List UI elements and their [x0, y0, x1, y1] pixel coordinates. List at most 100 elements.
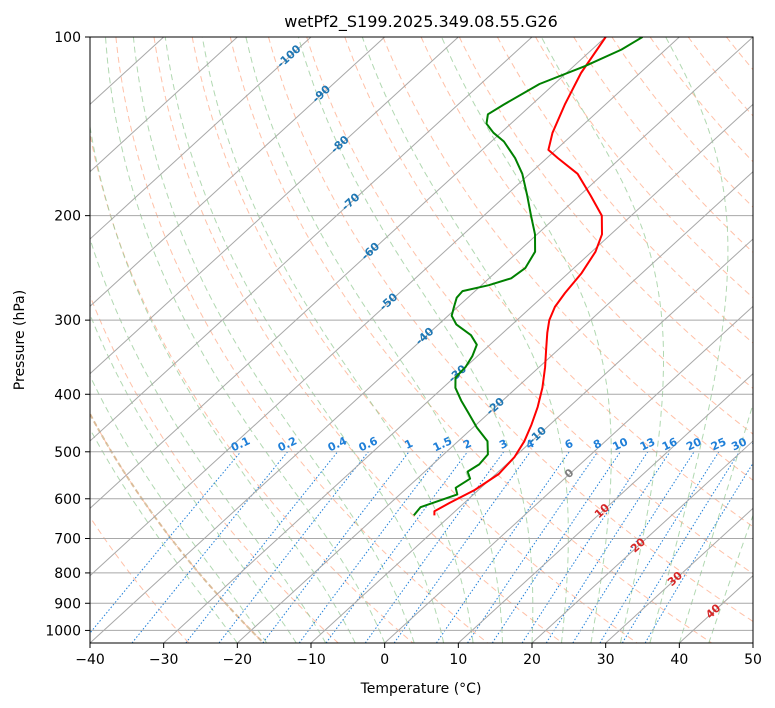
y-tick-label: 600 — [54, 492, 81, 508]
moist-adiabat-line — [201, 37, 474, 643]
dry-adiabat-line — [306, 37, 753, 575]
isobars — [90, 37, 753, 631]
isotherm-line — [236, 170, 753, 643]
mixing-ratio-line — [467, 451, 599, 643]
isotherm-line — [163, 103, 753, 643]
x-tick-label: 20 — [523, 652, 541, 668]
dry-adiabat-line — [115, 37, 488, 643]
dry-adiabat-line — [573, 37, 753, 254]
isotherm-line — [90, 37, 238, 173]
y-tick-label: 200 — [54, 209, 81, 225]
mixing-ratio-label: 10 — [611, 435, 631, 453]
mixing-ratio-label: 13 — [638, 435, 657, 453]
isotherm-line — [457, 372, 753, 643]
x-tick-label: 50 — [744, 652, 762, 668]
mixing-ratio-line — [644, 462, 753, 643]
isotherm-line — [90, 37, 312, 240]
mixing-ratio-label: 16 — [660, 435, 680, 453]
x-tick-label: −40 — [75, 652, 105, 668]
mixing-ratio-line — [621, 451, 740, 643]
dry-adiabat-line — [229, 37, 712, 643]
moist-adiabat-line — [164, 37, 445, 643]
mixing-ratio-line — [218, 451, 369, 643]
mixing-ratio-line — [90, 451, 242, 634]
dry-adiabat-line — [382, 37, 753, 481]
moist-adiabat-line — [649, 37, 729, 643]
isotherm-line — [531, 440, 753, 643]
sounding-series — [413, 37, 644, 517]
mixing-ratio-label: 25 — [709, 435, 728, 453]
x-axis-label: Temperature (°C) — [360, 681, 482, 697]
isotherm-line — [90, 37, 386, 308]
dry-adiabat-line — [153, 37, 563, 643]
x-tick-label: 10 — [449, 652, 467, 668]
mixing-ratio-line — [298, 451, 444, 643]
x-tick-label: 40 — [670, 652, 688, 668]
mixing-ratio-line — [491, 451, 621, 643]
plot-frame — [89, 36, 754, 644]
y-tick-label: 1000 — [45, 623, 81, 639]
dry-adiabats — [90, 37, 753, 643]
mixing-ratio-line — [572, 451, 695, 643]
dry-adiabat-line — [90, 516, 190, 643]
moist-adiabat-line — [105, 37, 386, 643]
moist-adiabat-line — [245, 37, 503, 643]
x-tick-label: 0 — [380, 652, 389, 668]
dry-adiabat-line — [344, 37, 753, 528]
x-tick-label: −10 — [296, 652, 326, 668]
temperature-line — [433, 37, 607, 516]
isotherm-line — [90, 37, 607, 510]
isotherm-line — [605, 507, 753, 643]
dewpoint-line — [413, 37, 644, 517]
y-tick-label: 300 — [54, 313, 81, 329]
isotherm-line — [90, 37, 459, 375]
moist-adiabat-line — [90, 123, 356, 643]
chart-title: wetPf2_S199.2025.349.08.55.G26 — [284, 12, 558, 32]
isotherm-line — [90, 37, 533, 442]
moist-adiabat-line — [90, 236, 327, 643]
moist-adiabat-line — [90, 374, 268, 643]
dry-adiabat-line — [420, 37, 753, 435]
mixing-ratio-line — [599, 451, 720, 643]
mixing-ratio-label: 36 — [750, 435, 770, 453]
dry-adiabat-line — [268, 37, 753, 623]
dry-adiabat-line — [191, 37, 638, 643]
y-tick-label: 800 — [54, 566, 81, 582]
y-axis-ticks: 100 200 300 400 500 600 700 800 900 1000 — [45, 30, 90, 639]
moist-adiabat-line — [297, 37, 534, 643]
y-tick-label: 100 — [54, 30, 81, 46]
y-tick-label: 900 — [54, 596, 81, 612]
y-tick-label: 500 — [54, 445, 81, 461]
x-axis-ticks: −40 −30 −20 −10 0 10 20 30 40 50 — [75, 643, 762, 668]
moist-adiabat-line — [361, 37, 569, 643]
moist-adiabat-line — [90, 428, 238, 643]
moist-adiabat-line — [90, 313, 297, 643]
mixing-ratio-line — [325, 451, 468, 643]
mixing-ratio-line — [435, 451, 570, 643]
lcl-curve — [90, 411, 265, 643]
moist-adiabat-line — [708, 513, 753, 643]
dry-adiabat-line — [90, 294, 339, 643]
y-tick-label: 400 — [54, 387, 81, 403]
moist-adiabat-line — [540, 37, 664, 643]
x-tick-label: −20 — [223, 652, 253, 668]
x-tick-label: −30 — [149, 652, 179, 668]
mixing-ratio-label: 30 — [729, 435, 749, 453]
mixing-ratio-line — [364, 451, 505, 643]
isotherm-line — [90, 37, 753, 643]
x-tick-label: 30 — [597, 652, 615, 668]
isotherms — [90, 37, 753, 643]
isotherm-line — [384, 305, 753, 643]
lcl-curve-line — [90, 411, 265, 643]
isotherm-line — [90, 37, 680, 577]
dry-adiabat-line — [90, 131, 414, 643]
y-tick-label: 700 — [54, 532, 81, 548]
moist-adiabat-line — [678, 402, 753, 643]
y-axis-label: Pressure (hPa) — [12, 290, 28, 390]
plot-area: -100-90-80-70-60-50-40-30-20-10010203040… — [90, 37, 770, 643]
mixing-ratio-line — [262, 451, 410, 643]
mixing-ratio-label: 20 — [684, 435, 704, 453]
dry-adiabat-line — [535, 37, 753, 299]
moist-adiabats — [90, 37, 753, 643]
